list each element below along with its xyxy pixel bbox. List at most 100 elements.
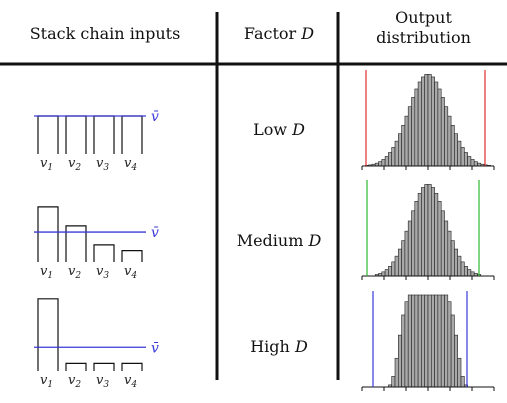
histogram-bar [427, 184, 432, 277]
histogram-bar [434, 81, 439, 167]
histogram-bar [397, 133, 402, 167]
input-bar-v4 [121, 250, 143, 262]
histogram-bar [437, 294, 442, 388]
histogram-bar [407, 106, 412, 167]
histogram-bar [388, 265, 392, 277]
input-label-v4: v4 [124, 156, 137, 173]
row-label-low-d: Low D [220, 120, 338, 139]
histogram-bar [457, 357, 462, 388]
histogram-bar [450, 314, 455, 388]
header-factor-d: Factor D [220, 24, 338, 44]
header-factor-symbol: D [301, 24, 315, 43]
histogram-bar [417, 81, 422, 167]
histogram-bar [460, 147, 465, 167]
histogram-bar [457, 255, 462, 277]
header-stack-chain-inputs: Stack chain inputs [0, 24, 210, 44]
input-label-v1: v1 [40, 156, 53, 173]
histogram-bar [424, 74, 429, 167]
histogram-bar [430, 187, 435, 277]
row-label-low-symbol: D [292, 120, 305, 139]
histogram-bar [414, 200, 419, 277]
mean-label: v̄ [151, 340, 159, 356]
input-bar-v1 [37, 206, 59, 262]
histogram-bar [411, 294, 416, 388]
histogram-bar [384, 156, 389, 167]
input-label-v4: v4 [124, 264, 137, 281]
row-label-high-d: High D [220, 337, 338, 356]
header-output-line2: distribution [376, 28, 471, 47]
input-label-v3: v3 [96, 264, 109, 281]
histogram-bar [424, 294, 429, 388]
histogram-bar [440, 294, 445, 388]
input-bar-v2 [65, 362, 87, 371]
input-bar-v2 [65, 225, 87, 262]
histogram-bar [424, 184, 429, 277]
input-bar-v3 [93, 244, 115, 262]
histogram-bar [467, 269, 472, 277]
histogram-bar [397, 248, 402, 277]
histogram-bar [384, 269, 389, 277]
stack-chain-inputs-column: v1 v2 v3 v4 v̄ v1 v2 v3 v4 v̄ v1 v2 v3 v4 v̄ [34, 109, 159, 390]
histogram-bar [404, 230, 409, 277]
histogram-bar [427, 74, 432, 167]
input-label-v1: v1 [40, 264, 53, 281]
input-label-v4: v4 [124, 373, 137, 390]
row-label-high-symbol: D [294, 337, 308, 356]
header-output-line1: Output [395, 8, 452, 27]
input-bar-v4 [121, 115, 143, 154]
histogram-bar [454, 248, 458, 277]
histogram-bar [378, 161, 383, 167]
input-bar-v3 [93, 115, 115, 154]
histogram-bar [430, 294, 435, 388]
histogram-bar [447, 230, 452, 277]
histogram-bar [447, 115, 452, 167]
input-label-v2: v2 [68, 264, 81, 281]
histogram-bar [437, 88, 442, 167]
histogram-bar [430, 76, 435, 167]
histogram-bar [394, 140, 399, 167]
histogram-bar [460, 376, 465, 388]
histogram-bar [470, 271, 475, 277]
histogram-bar [401, 314, 406, 388]
output-distribution-column [361, 70, 495, 391]
input-bar-v2 [65, 115, 87, 154]
histogram-bar [417, 294, 422, 388]
header-factor-text: Factor [243, 24, 302, 43]
histogram-bar [414, 88, 419, 167]
histogram-bar [388, 152, 392, 167]
row-label-medium-text: Medium [236, 231, 304, 250]
header-stack-text: Stack chain inputs [29, 24, 181, 43]
histogram-bar [401, 125, 406, 167]
histogram-bar [391, 261, 396, 277]
histogram-bar [407, 294, 412, 388]
histogram-bar [447, 301, 452, 388]
histogram-bar [454, 334, 458, 388]
histogram-bar [440, 210, 445, 277]
histogram-bar [457, 140, 462, 167]
input-bar-v4 [121, 362, 143, 371]
input-label-v2: v2 [68, 373, 81, 390]
input-label-v1: v1 [40, 373, 53, 390]
header-output-distribution: Output distribution [340, 8, 507, 48]
histogram-bar [467, 156, 472, 167]
histogram-bar [381, 271, 386, 277]
histogram-bar [454, 133, 458, 167]
histogram-bar [450, 125, 455, 167]
histogram-bar [417, 192, 422, 277]
histogram-bar [460, 261, 465, 277]
histogram-bar [463, 152, 468, 167]
histogram-bar [434, 294, 439, 388]
histogram-bar [391, 376, 396, 388]
histogram-bar [394, 357, 399, 388]
histogram-bar [444, 106, 449, 167]
histogram-bar [397, 334, 402, 388]
input-label-v3: v3 [96, 373, 109, 390]
mean-label: v̄ [151, 109, 159, 125]
input-bar-v3 [93, 362, 115, 371]
histogram-bar [421, 187, 425, 277]
input-label-v2: v2 [68, 156, 81, 173]
row-label-medium-d: Medium D [220, 231, 338, 250]
input-label-v3: v3 [96, 156, 109, 173]
histogram-bar [470, 159, 475, 167]
